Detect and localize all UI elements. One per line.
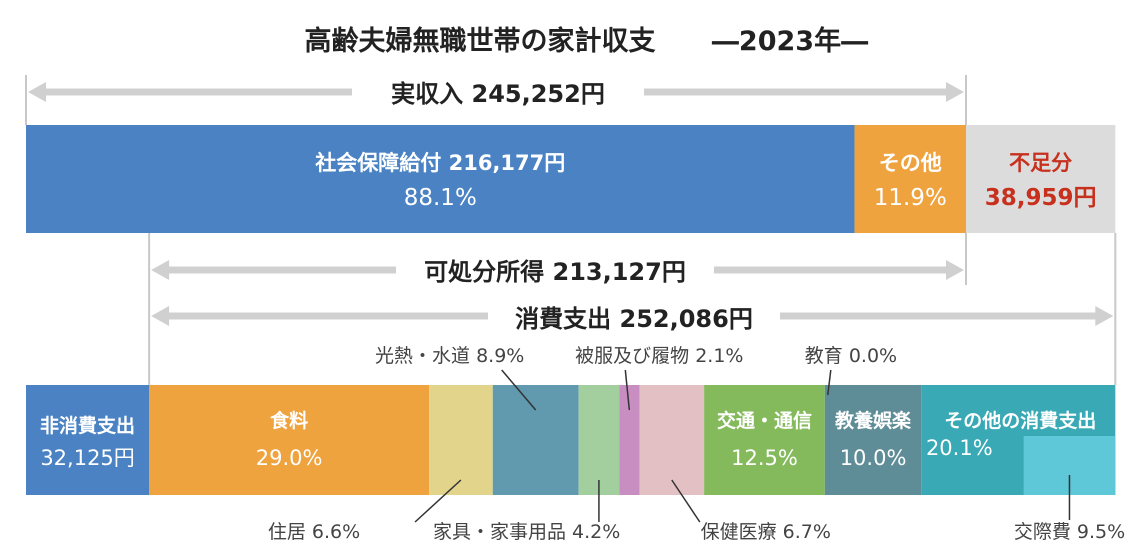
callout-line-clothing xyxy=(624,369,631,411)
non-consumption-label: 非消費支出 xyxy=(40,414,135,437)
segment-label-food: 食料 xyxy=(270,409,308,432)
segment-pct-recreation: 10.0% xyxy=(840,446,907,470)
callout-social-expenses: 交際費 9.5% xyxy=(1014,521,1125,543)
expense-bar-non-consumption xyxy=(26,385,150,495)
expense-bar-clothing xyxy=(619,385,640,495)
consumption-total-label: 消費支出 252,086円 xyxy=(515,305,753,333)
callout-education: 教育 0.0% xyxy=(805,345,897,367)
expense-bar-housing xyxy=(429,385,493,495)
segment-pct-transport: 12.5% xyxy=(731,446,798,470)
arrow-consumption-head-left xyxy=(151,306,170,326)
callout-line-housing xyxy=(414,479,462,523)
callout-line-medical xyxy=(671,479,701,523)
segment-pct-food: 29.0% xyxy=(256,446,323,470)
callout-clothing: 被服及び履物 2.1% xyxy=(575,345,743,367)
income-segment-pct: 88.1% xyxy=(404,185,477,211)
callout-housing: 住居 6.6% xyxy=(268,521,360,543)
expense-bar-furniture xyxy=(578,385,620,495)
income-total-label: 実収入 245,252円 xyxy=(391,80,605,108)
expense-bar-medical xyxy=(639,385,705,495)
disposable-income-label: 可処分所得 213,127円 xyxy=(424,258,686,286)
disposable-label-bg xyxy=(396,252,714,288)
expense-bar-food xyxy=(149,385,430,495)
income-label-bg xyxy=(352,74,644,110)
income-bar-income-social-security xyxy=(26,125,855,233)
income-segment-label: 社会保障給付 216,177円 xyxy=(314,151,565,175)
expense-bar-utilities xyxy=(492,385,579,495)
segment-pct-other-consumption: 20.1% xyxy=(926,436,993,460)
arrow-income-head-left xyxy=(28,82,46,102)
arrow-consumption-head-right xyxy=(1095,306,1114,326)
income-segment-pct: 11.9% xyxy=(874,185,947,211)
consumption-label-bg xyxy=(488,298,780,334)
income-bar-shortfall xyxy=(966,125,1116,233)
callout-line-utilities xyxy=(501,369,537,411)
expense-bar-recreation xyxy=(824,385,922,495)
shortfall-label: 不足分 xyxy=(1009,151,1072,175)
arrow-income-head-right xyxy=(946,82,964,102)
arrow-disposable-head-left xyxy=(151,260,170,280)
year-label: ―2023年― xyxy=(712,25,868,57)
callout-furniture: 家具・家事用品 4.2% xyxy=(433,521,620,543)
page-title: 高齢夫婦無職世帯の家計収支 xyxy=(305,25,656,57)
non-consumption-value: 32,125円 xyxy=(40,446,134,470)
segment-label-other-consumption: その他の消費支出 xyxy=(944,409,1096,432)
segment-label-transport: 交通・通信 xyxy=(717,409,812,432)
expense-bar-transport xyxy=(704,385,825,495)
callout-line-education xyxy=(827,369,832,396)
shortfall-value: 38,959円 xyxy=(985,185,1097,211)
income-bar-income-other xyxy=(854,125,966,233)
segment-label-recreation: 教養娯楽 xyxy=(835,409,912,432)
callout-utilities: 光熱・水道 8.9% xyxy=(375,345,524,367)
callout-medical: 保健医療 6.7% xyxy=(701,521,831,543)
income-segment-label: その他 xyxy=(879,151,942,175)
arrow-disposable-head-right xyxy=(946,260,964,280)
